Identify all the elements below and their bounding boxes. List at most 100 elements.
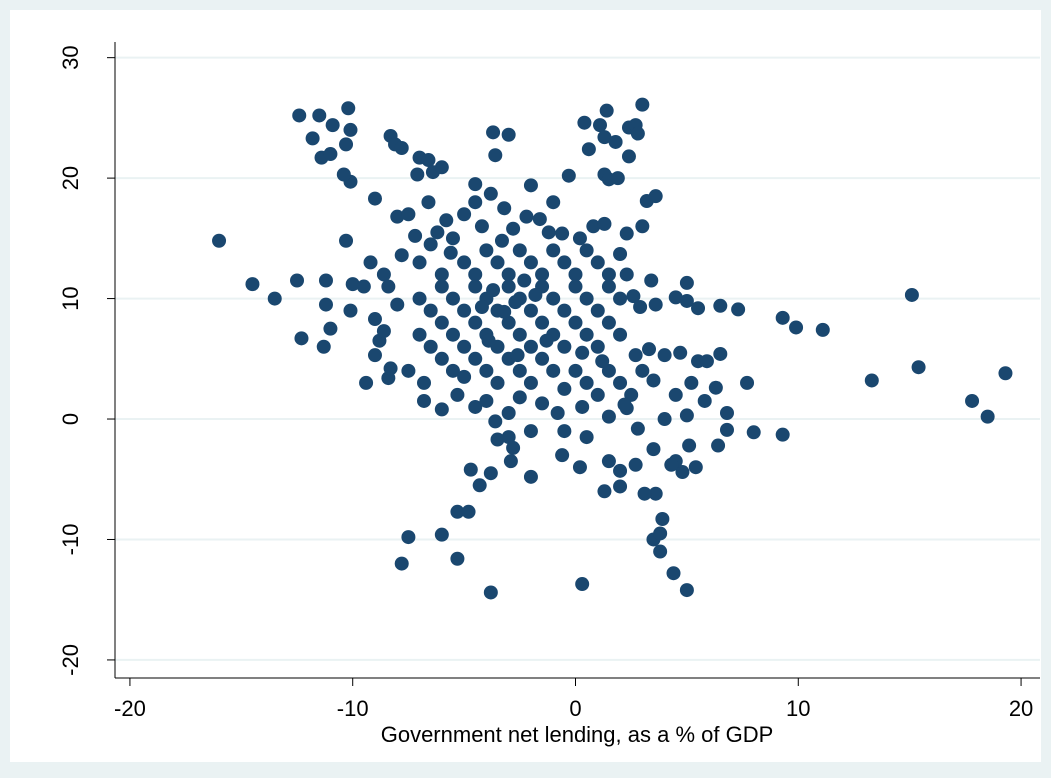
point bbox=[488, 414, 503, 429]
point bbox=[483, 186, 498, 201]
point bbox=[775, 427, 790, 442]
point bbox=[637, 486, 652, 501]
point bbox=[648, 189, 663, 204]
point bbox=[684, 375, 699, 390]
point bbox=[430, 225, 445, 240]
point bbox=[546, 291, 561, 306]
point bbox=[719, 406, 734, 420]
point bbox=[356, 279, 371, 294]
point bbox=[713, 346, 728, 361]
point bbox=[550, 406, 565, 420]
point bbox=[532, 212, 547, 227]
point bbox=[474, 300, 489, 314]
point bbox=[595, 354, 610, 369]
point bbox=[601, 409, 616, 424]
point bbox=[483, 466, 498, 481]
point bbox=[864, 373, 879, 388]
point bbox=[546, 243, 561, 258]
point bbox=[568, 279, 583, 294]
point bbox=[644, 273, 659, 288]
point bbox=[450, 551, 465, 566]
point bbox=[635, 363, 650, 378]
point bbox=[581, 142, 596, 157]
point bbox=[568, 363, 583, 378]
point bbox=[579, 327, 594, 342]
point bbox=[523, 303, 538, 318]
point bbox=[339, 233, 354, 248]
point bbox=[617, 397, 632, 412]
point bbox=[501, 430, 516, 445]
point bbox=[593, 118, 608, 133]
point bbox=[457, 369, 472, 384]
x-tick-label: 0 bbox=[569, 696, 581, 721]
point bbox=[394, 248, 409, 263]
point bbox=[512, 363, 527, 378]
point bbox=[445, 291, 460, 306]
point bbox=[468, 267, 483, 282]
point bbox=[666, 566, 681, 581]
point bbox=[434, 267, 449, 282]
point bbox=[490, 375, 505, 390]
point bbox=[648, 297, 663, 312]
point bbox=[635, 97, 650, 112]
point bbox=[557, 339, 572, 354]
point bbox=[394, 556, 409, 571]
point bbox=[557, 381, 572, 396]
point bbox=[657, 348, 672, 363]
point bbox=[245, 277, 260, 292]
point bbox=[417, 375, 432, 390]
point bbox=[510, 348, 525, 363]
point bbox=[488, 148, 503, 163]
point bbox=[497, 304, 512, 319]
point bbox=[292, 108, 307, 123]
point bbox=[648, 486, 663, 501]
point bbox=[457, 303, 472, 318]
point bbox=[367, 312, 382, 327]
point bbox=[481, 333, 496, 348]
point bbox=[590, 255, 605, 270]
point bbox=[535, 315, 550, 330]
point bbox=[494, 233, 509, 248]
point bbox=[290, 273, 305, 288]
point bbox=[590, 303, 605, 318]
point bbox=[590, 339, 605, 354]
point bbox=[417, 393, 432, 408]
point bbox=[325, 118, 340, 133]
point bbox=[434, 160, 449, 175]
point bbox=[740, 375, 755, 390]
point bbox=[613, 247, 628, 261]
point bbox=[412, 327, 427, 342]
point bbox=[316, 339, 331, 354]
point bbox=[597, 484, 612, 499]
point bbox=[483, 585, 498, 600]
point bbox=[501, 127, 516, 142]
point bbox=[546, 195, 561, 210]
point bbox=[619, 226, 634, 241]
point bbox=[557, 424, 572, 439]
point bbox=[312, 108, 327, 123]
point bbox=[468, 177, 483, 192]
point bbox=[523, 178, 538, 193]
point bbox=[323, 147, 338, 162]
point bbox=[501, 267, 516, 282]
y-tick-label: -20 bbox=[58, 644, 83, 676]
point bbox=[503, 454, 518, 469]
point bbox=[601, 279, 616, 294]
point bbox=[341, 101, 356, 116]
point bbox=[343, 303, 358, 318]
point bbox=[468, 195, 483, 210]
point bbox=[408, 228, 423, 243]
point bbox=[586, 219, 601, 234]
point bbox=[367, 348, 382, 363]
point bbox=[965, 393, 980, 408]
point bbox=[318, 297, 333, 312]
point bbox=[664, 457, 679, 472]
point bbox=[376, 267, 391, 282]
point bbox=[568, 267, 583, 282]
point bbox=[323, 321, 338, 336]
point bbox=[579, 430, 594, 445]
point bbox=[421, 195, 436, 210]
point bbox=[642, 342, 657, 357]
point bbox=[575, 577, 590, 592]
point bbox=[512, 243, 527, 258]
